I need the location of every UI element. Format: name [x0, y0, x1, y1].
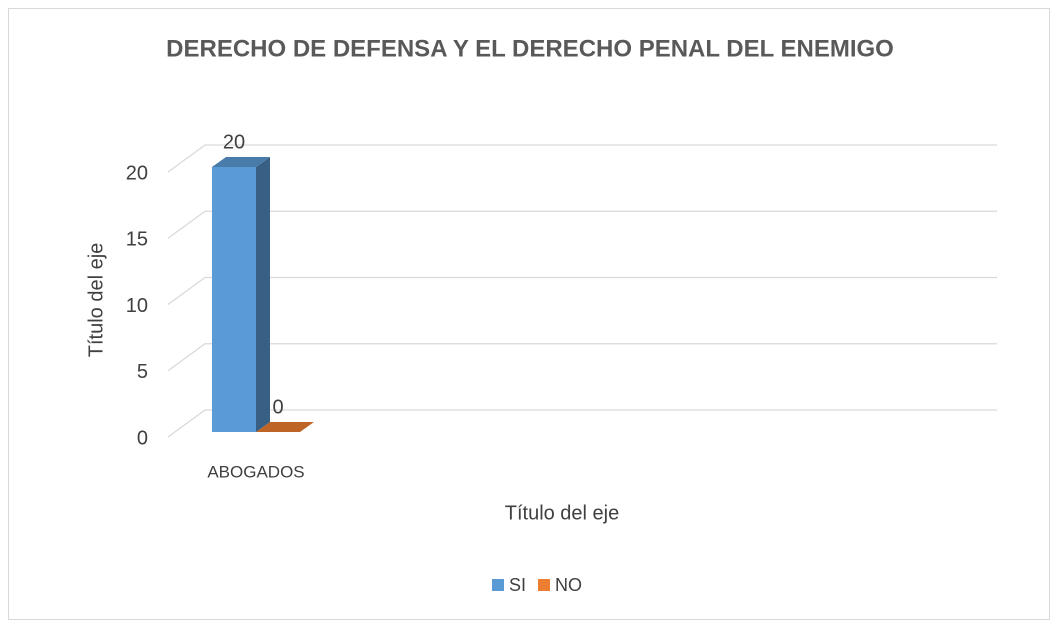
legend-label: NO — [555, 575, 582, 595]
x-axis-title: Título del eje — [505, 502, 620, 524]
grid-line — [167, 343, 997, 372]
legend-label: SI — [509, 575, 526, 595]
data-label: 20 — [223, 131, 245, 153]
bar — [212, 157, 270, 432]
bar-face — [256, 422, 314, 432]
bar-face — [256, 157, 270, 432]
chart-border — [8, 8, 1050, 620]
bar-face — [212, 157, 270, 167]
data-label: 0 — [272, 396, 283, 418]
bar-face — [212, 167, 256, 432]
y-tick-label: 10 — [126, 295, 148, 317]
grid-line — [167, 409, 997, 438]
y-tick-label: 20 — [126, 162, 148, 184]
legend-swatch — [538, 579, 551, 591]
x-tick-label: ABOGADOS — [207, 462, 304, 481]
grid-line — [167, 276, 997, 306]
bar — [256, 422, 314, 432]
legend-swatch — [492, 579, 504, 591]
y-tick-label: 0 — [137, 427, 148, 449]
y-axis-title: Título del eje — [85, 243, 107, 358]
grid-line — [167, 144, 997, 173]
chart-title: DERECHO DE DEFENSA Y EL DERECHO PENAL DE… — [166, 35, 894, 62]
grid-line — [167, 210, 997, 239]
y-tick-label: 5 — [137, 361, 148, 383]
y-tick-label: 15 — [126, 229, 148, 251]
